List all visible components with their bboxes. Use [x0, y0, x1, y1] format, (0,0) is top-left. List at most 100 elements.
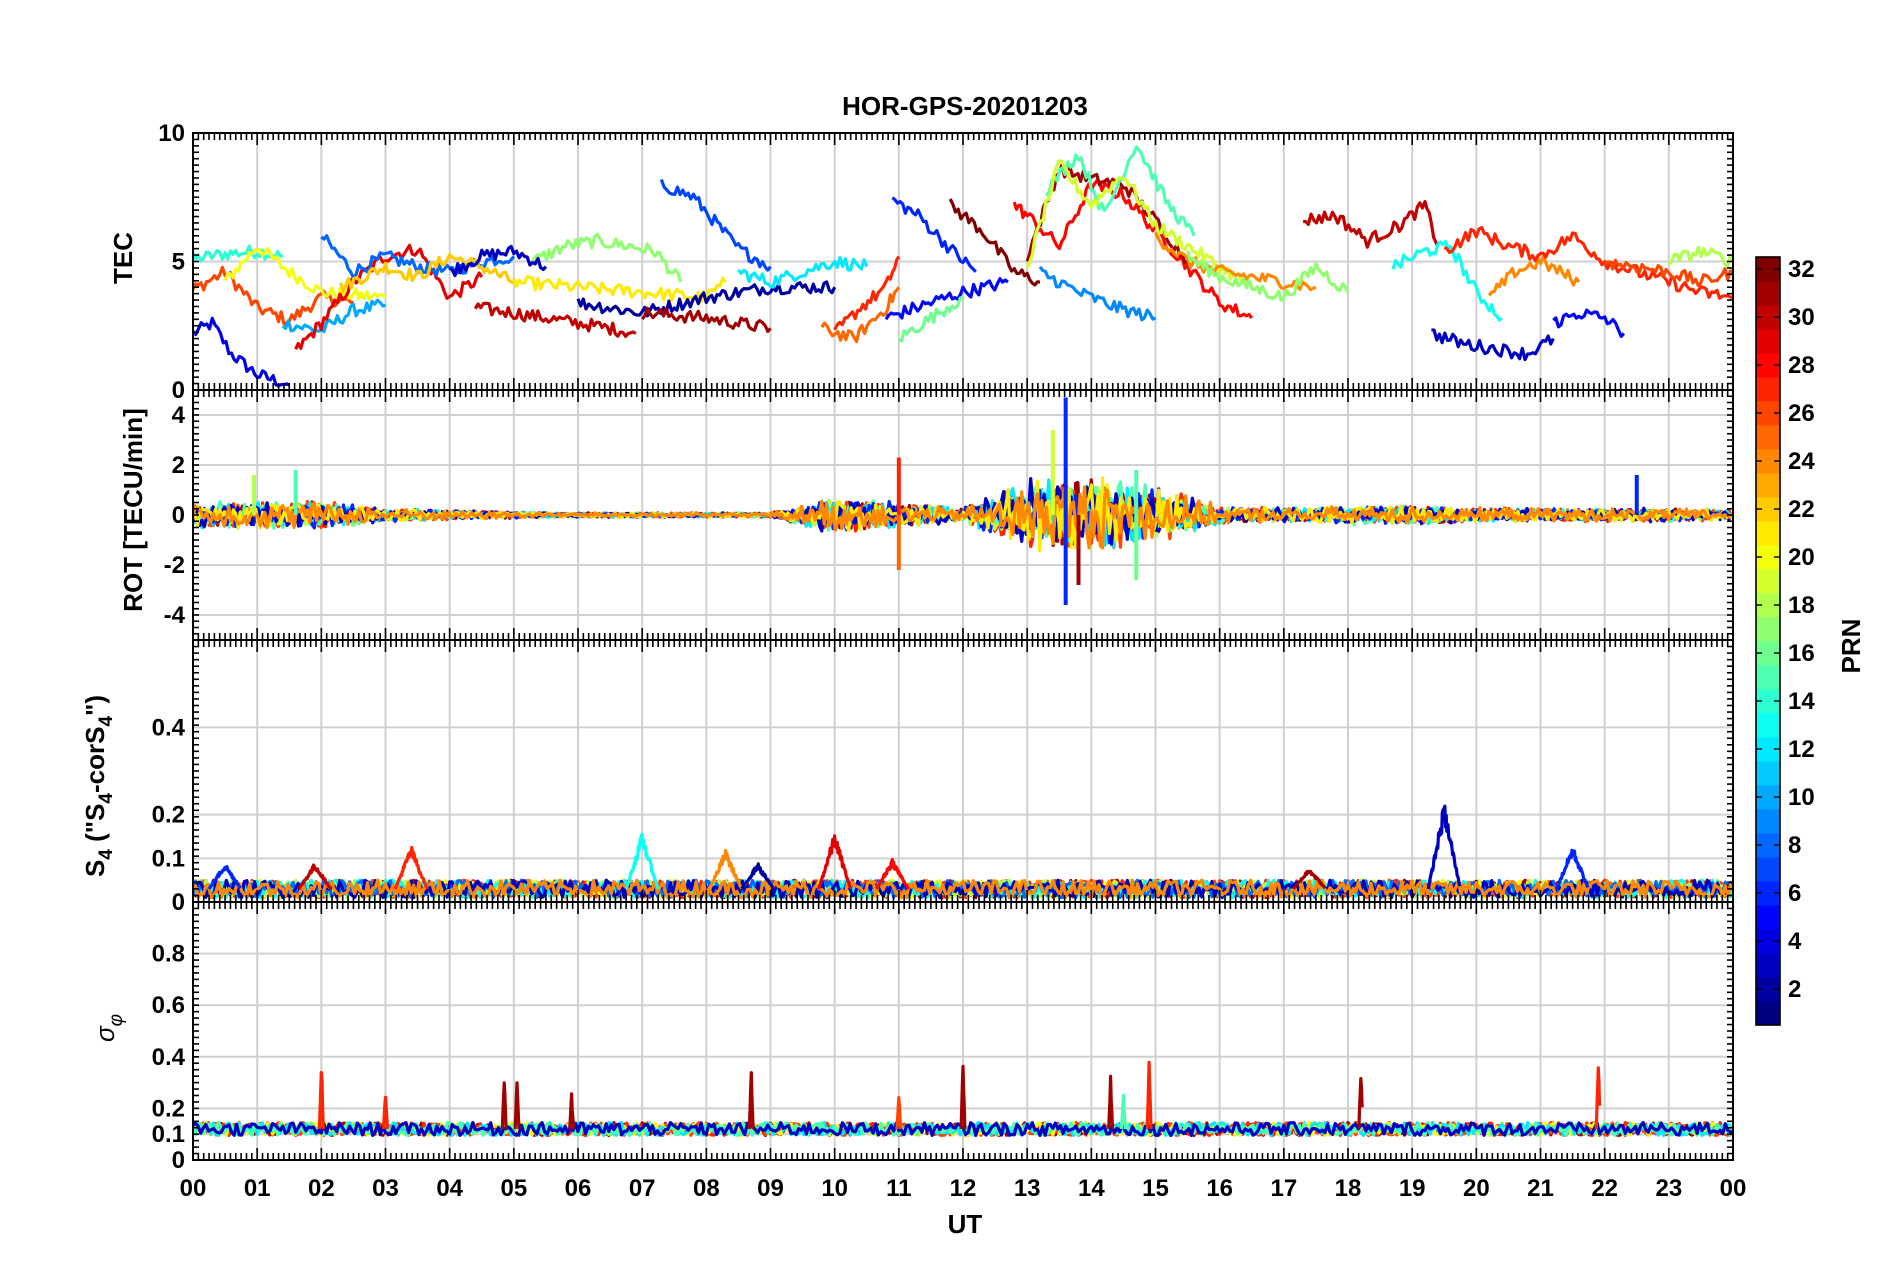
x-tick-label: 21	[1527, 1175, 1554, 1202]
tec-series-prn-29	[294, 243, 484, 350]
x-tick-label: 19	[1399, 1175, 1426, 1202]
y-tick-label: 0	[172, 889, 185, 916]
colorbar-tick-label: 10	[1788, 784, 1815, 811]
y-tick-label: 0.1	[152, 845, 185, 872]
s4-peak	[1292, 869, 1327, 890]
tec-series-prn-28	[1012, 179, 1254, 319]
colorbar-swatch	[1756, 617, 1780, 642]
colorbar-swatch	[1756, 857, 1780, 882]
colorbar-tick-label: 4	[1788, 928, 1802, 955]
colorbar-swatch	[1756, 281, 1780, 306]
rot-series-prn-24	[193, 485, 1733, 550]
y-axis-label-s4: S4 ("S4-corS4")	[80, 695, 117, 877]
x-tick-label: 15	[1142, 1175, 1169, 1202]
sigma-phi-peak	[1119, 1093, 1127, 1130]
colorbar-tick-label: 16	[1788, 640, 1815, 667]
y-tick-label: 0.4	[152, 714, 186, 741]
x-tick-label: 14	[1078, 1175, 1105, 1202]
tec-series-prn-27	[833, 255, 901, 331]
tec-series-prn-18	[1667, 245, 1733, 268]
s4-peak	[1555, 848, 1590, 890]
y-axis-label-rot: ROT [TECU/min]	[118, 408, 148, 612]
colorbar-tick-label: 22	[1788, 496, 1815, 523]
colorbar-swatch	[1756, 329, 1780, 354]
s4-peak	[740, 862, 776, 890]
x-tick-label: 17	[1270, 1175, 1297, 1202]
x-tick-label: 08	[693, 1175, 720, 1202]
sigma-phi-peak	[317, 1070, 325, 1130]
y-tick-label: 0	[172, 377, 185, 404]
y-tick-label: -2	[164, 552, 185, 579]
tec-series-prn-27	[1443, 226, 1733, 300]
x-tick-label: 22	[1591, 1175, 1618, 1202]
y-tick-label: 0	[172, 502, 185, 529]
tec-series-prn-25	[820, 286, 901, 344]
tec-series-prn-3	[1431, 328, 1555, 362]
tec-panel: 0 5 10	[158, 120, 1734, 404]
colorbar-swatch	[1756, 809, 1780, 834]
x-tick-label: 13	[1014, 1175, 1041, 1202]
colorbar-tick-label: 14	[1788, 688, 1815, 715]
tec-series-prn-16	[898, 295, 964, 343]
tec-series-prn-2	[576, 280, 837, 318]
y-tick-label: 0.6	[152, 992, 185, 1019]
s4-peak	[817, 834, 853, 890]
y-tick-label: 0.2	[152, 1095, 185, 1122]
x-tick-label: 03	[372, 1175, 399, 1202]
colorbar-swatch	[1756, 905, 1780, 930]
x-tick-label: 00	[180, 1175, 207, 1202]
x-tick-label: 11	[886, 1175, 911, 1202]
x-tick-label: 07	[629, 1175, 656, 1202]
s4-peak	[393, 845, 429, 890]
tec-series-prn-4	[193, 316, 290, 388]
x-tick-label: 23	[1655, 1175, 1682, 1202]
colorbar-swatch	[1756, 713, 1780, 738]
colorbar-swatch	[1756, 953, 1780, 978]
rot-panel: 4 2 0 -2 -4	[164, 389, 1734, 641]
tec-series-prn-26	[1603, 258, 1733, 287]
sigma-phi-peak	[568, 1092, 576, 1130]
x-tick-label: 12	[950, 1175, 977, 1202]
colorbar-tick-label: 30	[1788, 304, 1815, 331]
colorbar-swatch	[1756, 569, 1780, 594]
colorbar-tick-label: 12	[1788, 736, 1815, 763]
tec-series-prn-24	[1154, 231, 1317, 292]
colorbar-tick-label: 28	[1788, 352, 1815, 379]
y-tick-label: 0.8	[152, 941, 185, 968]
colorbar-swatch	[1756, 377, 1780, 402]
x-tick-label: 20	[1463, 1175, 1490, 1202]
y-axis-label-tec: TEC	[108, 232, 138, 284]
colorbar-tick-label: 2	[1788, 976, 1801, 1003]
tec-series-prn-17	[1186, 250, 1350, 302]
tec-series-prn-30	[473, 301, 637, 338]
y-axis-label-sigma-phi: σφ	[90, 1014, 127, 1042]
tec-series-prn-9	[1038, 265, 1157, 322]
sigma-phi-peak	[1107, 1074, 1115, 1130]
colorbar-swatch	[1756, 1001, 1780, 1026]
sigma-phi-peak	[382, 1095, 389, 1130]
tec-series-prn-6	[891, 196, 977, 273]
tec-series-prn-19	[1025, 159, 1254, 288]
sigma-phi-panel: 00.10.2 0.4 0.6 0.8 00 01 02 03 04 05 06 07 08 09 10 11…	[152, 901, 1747, 1202]
s4-peak	[708, 848, 744, 890]
y-tick-label: 0.1	[152, 1121, 185, 1148]
sigma-phi-peak	[1594, 1066, 1602, 1130]
tec-series-prn-5	[1552, 308, 1626, 338]
colorbar-swatch	[1756, 761, 1780, 786]
colorbar-swatch	[1756, 665, 1780, 690]
tec-series-prn-31	[640, 306, 772, 333]
x-tick-label: 05	[500, 1175, 527, 1202]
y-tick-label: 5	[172, 249, 185, 276]
sigma-phi-peak	[1145, 1060, 1153, 1130]
colorbar-tick-label: 32	[1788, 256, 1815, 283]
colorbar-label: PRN	[1836, 619, 1866, 674]
s4-peak	[624, 832, 660, 890]
colorbar-tick-label: 6	[1788, 880, 1801, 907]
x-tick-label: 06	[565, 1175, 592, 1202]
s4-panel: 0 0.1 0.2 0.4	[152, 639, 1734, 916]
tec-series-prn-10	[281, 298, 386, 334]
x-tick-label: 00	[1720, 1175, 1747, 1202]
y-tick-label: 0	[172, 1147, 185, 1174]
s4-peak	[297, 863, 333, 890]
tec-series-prn-22	[339, 252, 514, 293]
